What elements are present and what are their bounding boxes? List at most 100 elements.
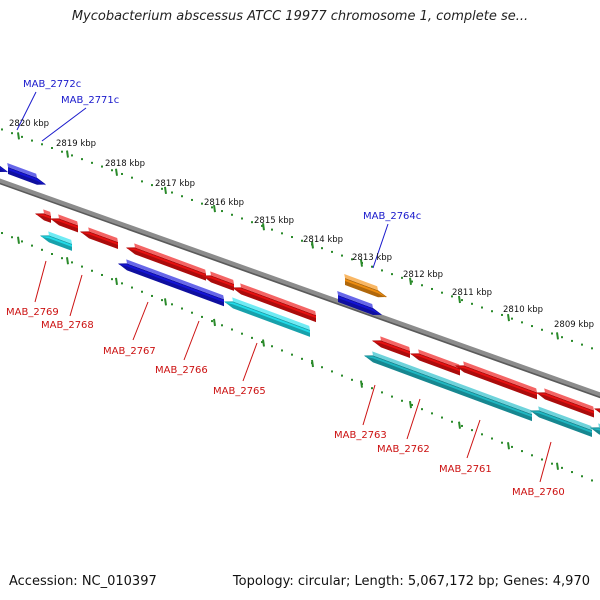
ruler-dot <box>51 147 53 149</box>
feature-mab-2771c[interactable] <box>7 163 46 186</box>
feature-body <box>455 365 537 400</box>
ruler-dot <box>71 261 73 264</box>
ruler-dot <box>201 202 203 205</box>
feature-edge[interactable] <box>594 404 600 419</box>
genome-summary-text: Topology: circular; Length: 5,067,172 bp… <box>232 574 590 589</box>
ruler-tick-label: 2818 kbp <box>105 159 145 169</box>
ruler-dot <box>321 366 323 369</box>
feature-face <box>345 279 387 299</box>
feature-mab-2766a[interactable] <box>202 271 234 291</box>
ruler-dot <box>411 403 413 406</box>
ruler-dot <box>131 286 133 289</box>
ruler-dot <box>271 228 273 231</box>
ruler-dot <box>301 357 303 360</box>
ruler-tick <box>17 132 20 140</box>
ruler-dot <box>501 441 503 444</box>
ruler-dot <box>381 269 383 272</box>
feature-mab-2766c[interactable] <box>118 259 224 307</box>
ruler-dot <box>121 282 123 285</box>
feature-body <box>118 263 224 307</box>
ruler-dot <box>401 276 403 279</box>
feature-body <box>372 340 410 359</box>
gene-features[interactable] <box>0 157 600 438</box>
ruler-dot <box>561 466 563 469</box>
feature-mab-2763[interactable] <box>372 336 410 359</box>
ruler-dot <box>371 265 373 268</box>
feature-mab-2760[interactable] <box>536 388 594 418</box>
ruler-dot <box>461 424 463 427</box>
feature-mab-2764c[interactable] <box>337 291 382 316</box>
gene-label-reverse: MAB_2760 <box>512 487 565 498</box>
ruler-dot <box>161 299 163 302</box>
ruler-dot <box>11 132 13 135</box>
feature-mab-2761-teal[interactable] <box>364 351 532 422</box>
ruler-tick <box>115 168 118 176</box>
ruler-dot <box>571 339 573 342</box>
feature-mab-2768b[interactable] <box>80 227 118 250</box>
feature-body <box>80 231 118 250</box>
feature-top <box>463 361 537 393</box>
ruler-dot <box>351 378 353 381</box>
ruler-tick-label: 2814 kbp <box>303 235 343 245</box>
feature-body <box>530 410 592 437</box>
gene-label-forward: MAB_2771c <box>61 95 119 106</box>
ruler-dot <box>251 221 253 224</box>
feature-mab-2768a[interactable] <box>50 214 78 233</box>
feature-mab-2764c-orange[interactable] <box>344 274 387 299</box>
feature-mab-2772c[interactable] <box>0 157 8 173</box>
gene-label-reverse: MAB_2766 <box>155 365 208 376</box>
ruler-tick-label: 2810 kbp <box>503 305 543 315</box>
ruler-dot <box>181 195 183 198</box>
ruler-dot <box>511 445 513 448</box>
ruler-dot <box>501 313 503 316</box>
ruler-tick-label: 2815 kbp <box>254 216 294 226</box>
accession-text: Accession: NC_010397 <box>9 574 157 589</box>
feature-mab-2760-teal[interactable] <box>530 406 592 437</box>
ruler-dot <box>151 294 153 297</box>
ruler-dot <box>41 248 43 251</box>
ruler-dot <box>441 291 443 294</box>
feature-mab-2766b[interactable] <box>232 283 316 323</box>
ruler-dot <box>531 454 533 457</box>
feature-face <box>590 428 600 431</box>
ruler-tick-label: 2809 kbp <box>554 320 594 330</box>
feature-top <box>58 214 78 226</box>
feature-mab-2765[interactable] <box>224 297 310 337</box>
ruler-dot <box>281 232 283 235</box>
ruler-tick <box>409 277 412 285</box>
ruler-dot <box>151 184 153 187</box>
ruler-dot <box>81 265 83 268</box>
ruler-dot <box>541 328 543 331</box>
ruler-dot <box>511 317 513 320</box>
ruler-dot <box>221 324 223 327</box>
ruler-tick <box>262 223 265 231</box>
feature-top <box>134 243 206 274</box>
feature-mab-2769[interactable] <box>35 209 51 223</box>
feature-top <box>43 209 51 216</box>
feature-face <box>0 166 8 173</box>
ruler-dot <box>591 479 593 482</box>
label-leader-lines <box>16 91 552 483</box>
ruler-dot <box>21 135 23 138</box>
ruler-dot <box>291 353 293 356</box>
feature-mab-2761[interactable] <box>455 361 537 400</box>
ruler-dot <box>491 437 493 440</box>
feature-face <box>35 214 51 219</box>
feature-top <box>240 283 316 316</box>
outer-ruler <box>1 128 593 350</box>
feature-mab-2762[interactable] <box>410 349 460 376</box>
ruler-tick <box>507 314 510 322</box>
ruler-tick <box>556 332 559 340</box>
leader-line <box>362 384 376 426</box>
feature-mab-2768c[interactable] <box>40 231 72 251</box>
ruler-tick-label: 2820 kbp <box>9 119 49 129</box>
leader-line <box>406 398 421 440</box>
ruler-tick <box>164 186 167 195</box>
feature-top <box>337 291 373 308</box>
ruler-dot <box>401 399 403 402</box>
gene-label-reverse: MAB_2762 <box>377 444 430 455</box>
feature-mab-2767[interactable] <box>126 243 206 281</box>
feature-top <box>344 274 378 291</box>
ruler-dot <box>481 306 483 309</box>
